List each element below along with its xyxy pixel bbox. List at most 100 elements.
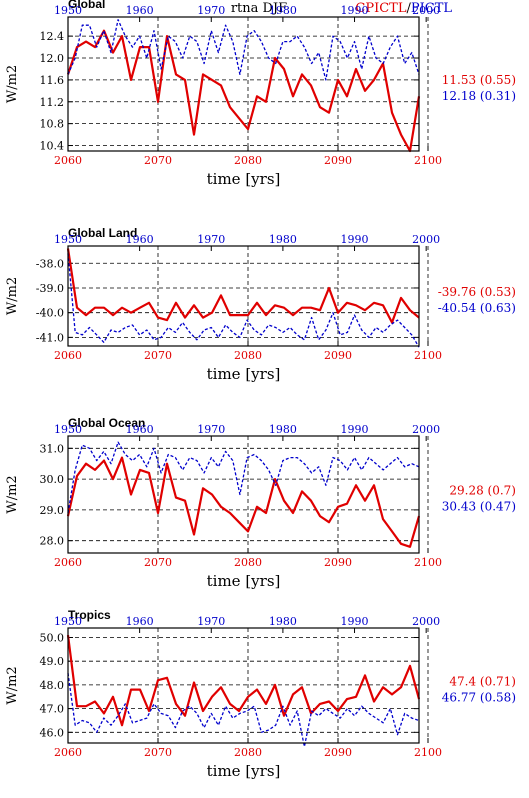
series-line-cpictl xyxy=(66,456,421,548)
summary-cpictl: 11.53 (0.55) xyxy=(442,73,516,87)
x-tick-label-top: 1990 xyxy=(341,615,369,628)
plot-frame xyxy=(67,245,420,347)
legend-red-label: CPICTL xyxy=(355,1,406,16)
x-tick-label-bottom: 2080 xyxy=(234,349,262,362)
y-tick-label: -39.0 xyxy=(36,282,64,295)
y-tick-label: 49.0 xyxy=(40,655,65,668)
x-axis-label: time [yrs] xyxy=(207,762,281,780)
x-tick-label-bottom: 2090 xyxy=(324,154,352,167)
x-tick-label-top: 2000 xyxy=(412,233,440,246)
x-tick-label-top: 2000 xyxy=(412,615,440,628)
x-tick-label-bottom: 2070 xyxy=(144,154,172,167)
x-tick-label-bottom: 2060 xyxy=(54,556,82,569)
x-tick-label-top: 1960 xyxy=(126,615,154,628)
y-tick-label: 10.4 xyxy=(40,140,65,153)
y-axis-label: W/m2 xyxy=(5,65,20,103)
x-tick-label-bottom: 2090 xyxy=(324,556,352,569)
x-tick-label-bottom: 2100 xyxy=(414,349,442,362)
x-tick-label-top: 1980 xyxy=(269,615,297,628)
legend-blue-label: PICTL xyxy=(411,1,453,16)
x-tick-label-top: 2000 xyxy=(412,423,440,436)
y-tick-label: 46.0 xyxy=(40,726,65,739)
x-tick-label-top: 1990 xyxy=(341,233,369,246)
series-line-pictl xyxy=(67,19,420,81)
x-axis-label: time [yrs] xyxy=(207,572,281,590)
y-tick-label: 30.0 xyxy=(40,473,65,486)
panel-title: Global Ocean xyxy=(68,416,145,430)
y-tick-label: 12.4 xyxy=(40,30,65,43)
y-tick-label: 50.0 xyxy=(40,631,65,644)
panel-title: Tropics xyxy=(68,608,111,622)
y-axis-label: W/m2 xyxy=(5,277,20,315)
x-tick-label-top: 1990 xyxy=(341,4,369,17)
y-tick-label: 11.2 xyxy=(40,96,65,109)
x-tick-label-bottom: 2070 xyxy=(144,556,172,569)
x-tick-label-top: 1960 xyxy=(126,4,154,17)
y-tick-label: -40.0 xyxy=(36,307,64,320)
x-tick-label-top: 1970 xyxy=(197,4,225,17)
series-line-pictl xyxy=(67,441,420,514)
summary-cpictl: 29.28 (0.7) xyxy=(449,484,516,498)
series-line-pictl xyxy=(67,673,420,748)
y-tick-label: 29.0 xyxy=(40,504,65,517)
panel-title: Global xyxy=(68,0,105,11)
y-tick-label: 31.0 xyxy=(40,442,65,455)
x-tick-label-bottom: 2100 xyxy=(414,556,442,569)
x-tick-label-top: 1950 xyxy=(54,4,82,17)
x-tick-label-top: 1970 xyxy=(197,615,225,628)
x-tick-label-bottom: 2070 xyxy=(144,746,172,759)
summary-pictl: 12.18 (0.31) xyxy=(442,89,516,103)
series-line-cpictl xyxy=(66,29,421,153)
x-tick-label-bottom: 2090 xyxy=(324,746,352,759)
y-tick-label: 10.8 xyxy=(40,118,65,131)
summary-pictl: -40.54 (0.63) xyxy=(438,301,516,315)
panel-global-land: Global Land -38.0 -39.0 -40.0 -41.0 2060 2070 2… xyxy=(5,226,516,383)
x-tick-label-bottom: 2060 xyxy=(54,154,82,167)
y-tick-label: 12.0 xyxy=(40,52,65,65)
x-tick-label-top: 1980 xyxy=(269,233,297,246)
x-tick-label-top: 1990 xyxy=(341,423,369,436)
center-title: rtna DJF xyxy=(231,1,287,16)
summary-cpictl: -39.76 (0.53) xyxy=(438,285,516,299)
plot-frame xyxy=(67,16,420,152)
x-tick-label-bottom: 2070 xyxy=(144,349,172,362)
summary-pictl: 46.77 (0.58) xyxy=(442,691,516,705)
summary-pictl: 30.43 (0.47) xyxy=(442,500,516,514)
y-axis-label: W/m2 xyxy=(5,666,20,704)
x-tick-label-top: 1970 xyxy=(197,423,225,436)
x-tick-label-bottom: 2080 xyxy=(234,154,262,167)
x-tick-label-bottom: 2090 xyxy=(324,349,352,362)
x-tick-label-bottom: 2100 xyxy=(414,154,442,167)
series-line-pictl xyxy=(67,253,420,348)
x-tick-label-bottom: 2100 xyxy=(414,746,442,759)
y-tick-label: 28.0 xyxy=(40,535,65,548)
series-line-cpictl xyxy=(66,248,420,324)
x-tick-label-top: 1980 xyxy=(269,423,297,436)
x-tick-label-top: 2000 xyxy=(412,4,440,17)
x-tick-label-top: 1970 xyxy=(197,233,225,246)
x-tick-label-bottom: 2060 xyxy=(54,349,82,362)
x-tick-label-top: 1960 xyxy=(126,423,154,436)
panel-title: Global Land xyxy=(68,226,137,240)
y-tick-label: -38.0 xyxy=(36,257,64,270)
x-tick-label-bottom: 2060 xyxy=(54,746,82,759)
summary-cpictl: 47.4 (0.71) xyxy=(449,675,516,689)
x-tick-label-top: 1950 xyxy=(54,615,82,628)
y-tick-label: 47.0 xyxy=(40,703,65,716)
x-tick-label-top: 1980 xyxy=(269,4,297,17)
x-axis-label: time [yrs] xyxy=(207,365,281,383)
x-tick-label-bottom: 2080 xyxy=(234,746,262,759)
x-axis-label: time [yrs] xyxy=(207,170,281,188)
legend-key: CPICTL/PICTL xyxy=(355,1,452,16)
plot-frame xyxy=(67,627,420,744)
x-tick-label-bottom: 2080 xyxy=(234,556,262,569)
y-axis-label: W/m2 xyxy=(5,475,20,513)
plot-frame xyxy=(67,435,420,554)
legend-separator: / xyxy=(406,1,411,16)
x-tick-label-top: 1960 xyxy=(126,233,154,246)
